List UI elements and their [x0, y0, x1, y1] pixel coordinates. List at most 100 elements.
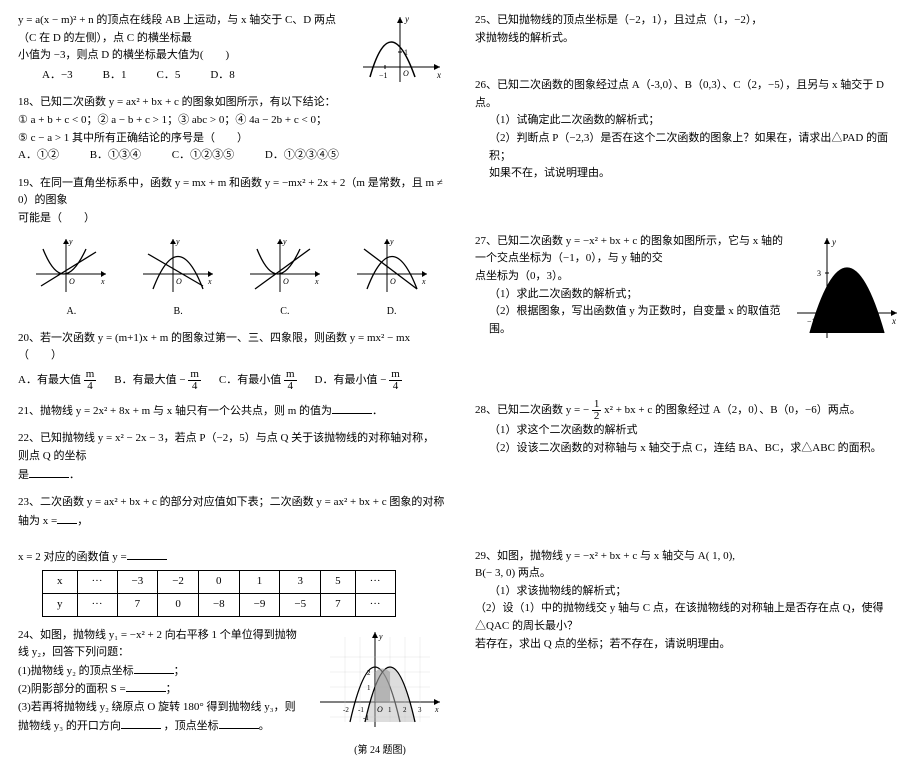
q24-blank3 — [121, 717, 161, 729]
q22-blank — [29, 466, 69, 478]
q27-graph: x y O −1 3 — [792, 233, 902, 350]
q19-graph-c: O x y C. — [245, 234, 325, 320]
svg-text:x: x — [421, 277, 426, 286]
q27: x y O −1 3 27、已知二次函数 y = −x² + bx + c 的图… — [475, 233, 902, 350]
svg-text:y: y — [389, 237, 394, 246]
q17-opt-a: A．−3 — [42, 67, 73, 85]
q17-opt-d: D．8 — [210, 67, 234, 85]
q24-caption: (第 24 题图) — [315, 743, 445, 759]
svg-text:3: 3 — [817, 269, 821, 278]
svg-text:x: x — [314, 277, 319, 286]
table-row: y ··· 7 0 −8 −9 −5 7 ··· — [43, 594, 396, 617]
q19-label-b: B. — [138, 304, 218, 320]
q24-blank4 — [219, 717, 259, 729]
svg-text:O: O — [403, 69, 409, 78]
q23-blank2 — [127, 548, 167, 560]
svg-text:2: 2 — [367, 669, 371, 677]
q24-2: (2)阴影部分的面积 S = — [18, 683, 126, 695]
q19: 19、在同一直角坐标系中，函数 y = mx + m 和函数 y = −mx² … — [18, 175, 445, 320]
svg-text:x: x — [434, 705, 439, 714]
q17-opt-c: C．5 — [157, 67, 181, 85]
q28-b: x² + bx + c 的图象经过 A（2，0）、B（0，−6）两点。 — [604, 404, 861, 416]
q19-graph-a: O x y A. — [31, 234, 111, 320]
svg-text:O: O — [283, 277, 289, 286]
q24-blank1 — [134, 662, 174, 674]
q18-opt-c: C．①②③⑤ — [172, 149, 234, 161]
q29: 29、如图，抛物线 y = −x² + bx + c 与 x 轴交与 A( 1,… — [475, 548, 902, 654]
q29-text: 29、如图，抛物线 y = −x² + bx + c 与 x 轴交与 A( 1,… — [475, 550, 735, 562]
svg-text:O: O — [69, 277, 75, 286]
q27-1: （1）求此二次函数的解析式； — [489, 288, 638, 300]
svg-text:1: 1 — [404, 48, 408, 57]
q28-text: 28、已知二次函数 y = − — [475, 404, 589, 416]
svg-text:O: O — [176, 277, 182, 286]
svg-text:O: O — [377, 705, 383, 714]
q26-2: （2）判断点 P（−2,3）是否在这个二次函数的图象上？如果在，请求出△PAD … — [489, 132, 888, 162]
q18-items: ① a + b + c < 0；② a − b + c > 1；③ abc > … — [18, 114, 327, 126]
q23-table: x ··· −3 −2 0 1 3 5 ··· y ··· 7 0 −8 −9 — [42, 570, 396, 616]
q20-opt-b: B．有最大值 − m4 — [114, 369, 201, 392]
svg-text:y: y — [404, 14, 409, 24]
q20-opt-d: D．有最小值 − m4 — [315, 369, 402, 392]
q29-2b: 若存在，求出 Q 点的坐标；若不存在，请说明理由。 — [475, 638, 730, 650]
q19-text: 19、在同一直角坐标系中，函数 y = mx + m 和函数 y = −mx² … — [18, 177, 443, 207]
svg-text:x: x — [100, 277, 105, 286]
q20-text: 20、若一次函数 y = (m+1)x + m 的图象过第一、三、四象限，则函数… — [18, 332, 410, 362]
q22-text: 22、已知抛物线 y = x² − 2x − 3，若点 P（−2，5）与点 Q … — [18, 432, 434, 462]
svg-text:2: 2 — [403, 706, 407, 714]
q24: O x y -2-1 123 21 -1 (第 24 题图) 24、如图，抛物线… — [18, 627, 445, 760]
q27-text: 27、已知二次函数 y = −x² + bx + c 的图象如图所示，它与 x … — [475, 235, 783, 265]
q26: 26、已知二次函数的图象经过点 A（-3,0）、B（0,3）、C（2，−5），且… — [475, 77, 902, 183]
q29-b: B(− 3, 0) 两点。 — [475, 567, 551, 579]
svg-text:x: x — [891, 316, 896, 326]
q21-text: 21、抛物线 y = 2x² + 8x + m 与 x 轴只有一个公共点，则 m… — [18, 405, 332, 417]
q17-text-1: y = a(x − m)² + n 的顶点在线段 AB 上运动，与 x 轴交于 … — [18, 14, 336, 44]
q18-opt-d: D．①②③④⑤ — [265, 149, 339, 161]
q23: 23、二次函数 y = ax² + bx + c 的部分对应值如下表；二次函数 … — [18, 494, 445, 617]
q19-label-c: C. — [245, 304, 325, 320]
q24-3: (3)若再将抛物线 y₂ 绕原点 O 旋转 180° 得到抛物线 y₃，则 — [18, 701, 296, 713]
q18-opt-a: A．①② — [18, 149, 59, 161]
q25-text: 25、已知抛物线的顶点坐标是（−2，1），且过点（1，−2）， — [475, 14, 762, 26]
svg-text:−1: −1 — [379, 71, 388, 80]
q24-blank2 — [126, 680, 166, 692]
q24-1: (1)抛物线 y₂ 的顶点坐标 — [18, 665, 134, 677]
q24-graph: O x y -2-1 123 21 -1 (第 24 题图) — [315, 627, 445, 760]
q19-graph-b: O x y B. — [138, 234, 218, 320]
q20-opt-c: C．有最小值 m4 — [219, 369, 297, 392]
q17-opt-b: B．1 — [103, 67, 127, 85]
right-column: 25、已知抛物线的顶点坐标是（−2，1），且过点（1，−2）， 求抛物线的解析式… — [475, 12, 902, 769]
svg-text:y: y — [378, 632, 383, 641]
q28-1: （1）求这个二次函数的解析式 — [489, 424, 638, 436]
svg-text:x: x — [436, 70, 441, 80]
q27-2: （2）根据图象，写出函数值 y 为正数时，自变量 x 的取值范围。 — [489, 305, 781, 335]
q18-opt-b: B．①③④ — [90, 149, 141, 161]
q25: 25、已知抛物线的顶点坐标是（−2，1），且过点（1，−2）， 求抛物线的解析式… — [475, 12, 902, 47]
svg-text:1: 1 — [367, 684, 371, 692]
q29-2: （2）设（1）中的抛物线交 y 轴与 C 点，在该抛物线的对称轴上是否存在点 Q… — [475, 602, 884, 632]
svg-text:-2: -2 — [343, 706, 349, 714]
q26-text: 26、已知二次函数的图象经过点 A（-3,0）、B（0,3）、C（2，−5），且… — [475, 79, 884, 109]
q19-cont: 可能是（ ） — [18, 212, 95, 224]
q20-opt-a: A．有最大值 m4 — [18, 369, 96, 392]
q24-3c: ，顶点坐标 — [164, 720, 219, 732]
svg-text:3: 3 — [418, 706, 422, 714]
q26-1: （1）试确定此二次函数的解析式； — [489, 114, 660, 126]
q19-graphs: O x y A. O x y B. — [18, 234, 445, 320]
svg-text:y: y — [282, 237, 287, 246]
q17-options: A．−3 B．1 C．5 D．8 — [18, 67, 347, 85]
q24-text: 24、如图，抛物线 y₁ = −x² + 2 向右平移 1 个单位得到抛物线 y… — [18, 629, 297, 659]
q27-cont: 点坐标为（0，3）。 — [475, 270, 569, 282]
q21: 21、抛物线 y = 2x² + 8x + m 与 x 轴只有一个公共点，则 m… — [18, 402, 445, 421]
q21-blank — [332, 402, 372, 414]
svg-text:-1: -1 — [358, 706, 364, 714]
q28: 28、已知二次函数 y = − 12 x² + bx + c 的图象经过 A（2… — [475, 399, 902, 457]
q25-cont: 求抛物线的解析式。 — [475, 32, 574, 44]
svg-text:−1: −1 — [807, 317, 816, 326]
svg-text:y: y — [175, 237, 180, 246]
q18-text: 18、已知二次函数 y = ax² + bx + c 的图象如图所示，有以下结论… — [18, 96, 336, 108]
left-column: x y −1 O 1 y = a(x − m)² + n 的顶点在线段 AB 上… — [18, 12, 445, 769]
q29-1: （1）求该抛物线的解析式； — [489, 585, 627, 597]
q28-2: （2）设该二次函数的对称轴与 x 轴交于点 C，连结 BA、BC，求△ABC 的… — [489, 442, 882, 454]
svg-text:O: O — [390, 277, 396, 286]
